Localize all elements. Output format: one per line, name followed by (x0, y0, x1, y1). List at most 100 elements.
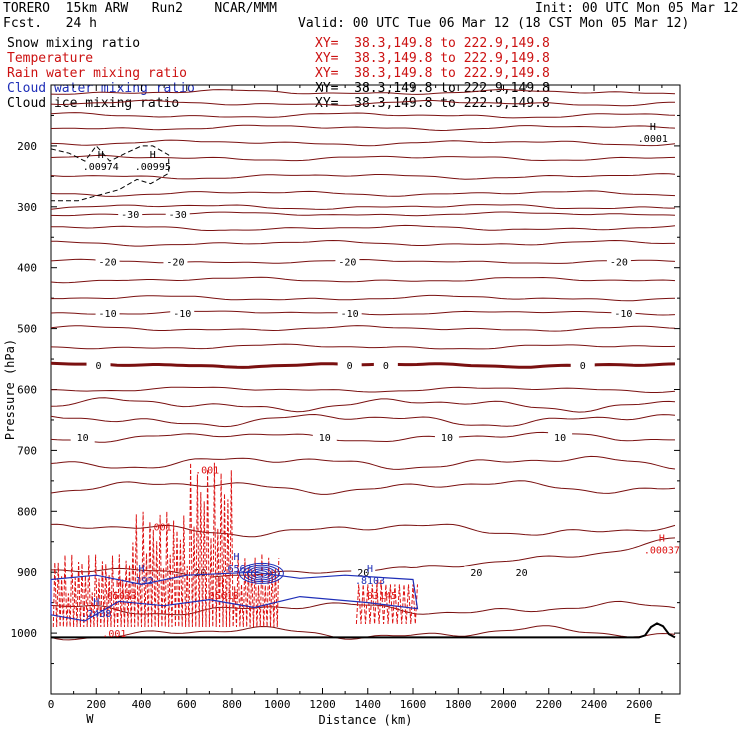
isotherm-line (50, 413, 676, 428)
rain-contour (52, 462, 280, 628)
isotherm-10 (50, 431, 675, 443)
cloud-water-max-ring (238, 562, 284, 584)
y-axis-label: Pressure (hPa) (3, 339, 17, 440)
x-tick-label: 600 (177, 698, 197, 711)
isotherm-line (50, 173, 676, 180)
isotherm-line (50, 99, 675, 107)
isotherm-label-bg (170, 306, 195, 319)
init-time: Init: 00 UTC Mon 05 Mar 12 (535, 1, 739, 16)
cloud-water-max-ring (254, 570, 268, 577)
max-marker-cloud_water: H (138, 564, 144, 575)
x-tick-label: 1400 (355, 698, 382, 711)
isotherm-label-bg (335, 255, 360, 268)
isotherm-label-bg (464, 566, 489, 579)
legend-xy-snow: XY= 38.3,149.8 to 222.9,149.8 (315, 36, 550, 51)
isotherm-label: -30 (121, 210, 139, 221)
isotherm-label: -20 (610, 258, 628, 269)
isotherm-label-bg (70, 431, 95, 444)
y-tick-label: 700 (17, 444, 37, 457)
isotherm-label: 10 (319, 433, 331, 444)
isotherm-label: 20 (357, 568, 369, 579)
max-value-rain: .001 (195, 465, 219, 476)
isotherm-label: 10 (441, 433, 453, 444)
isotherm-label: 0 (383, 361, 389, 372)
cloud-water-max-ring (242, 564, 280, 583)
isotherm-line (50, 112, 676, 119)
surface-line (51, 622, 676, 639)
isotherm-label: -10 (173, 309, 191, 320)
legend-xy-temperature: XY= 38.3,149.8 to 222.9,149.8 (315, 51, 550, 66)
max-marker-rain: H (659, 534, 665, 545)
max-value-rain: .05618 (203, 591, 239, 602)
isotherm-label-bg (95, 306, 120, 319)
rain-contour-east (355, 584, 418, 625)
max-value-rain: .001 (102, 629, 126, 640)
x-tick-label: 1000 (264, 698, 291, 711)
isotherm-label: -20 (99, 258, 117, 269)
y-tick-label: 800 (17, 505, 37, 518)
isotherm-label-bg (509, 566, 534, 579)
isotherm-line (50, 325, 676, 332)
isotherm-label-bg (86, 359, 111, 372)
y-tick-label: 600 (17, 384, 37, 397)
y-tick-label: 400 (17, 262, 37, 275)
isotherm-line (50, 154, 676, 162)
valid-time: Valid: 00 UTC Tue 06 Mar 12 (18 CST Mon … (298, 16, 690, 31)
isotherm-label-bg (351, 566, 376, 579)
isotherm-line (50, 455, 676, 470)
isotherm-line (50, 239, 675, 247)
isotherm-line (50, 190, 676, 197)
cloud-water-max-ring (246, 566, 276, 581)
y-tick-label: 900 (17, 566, 37, 579)
max-value-rain: .001 (148, 523, 172, 534)
max-value-cloud_ice: .0001 (638, 134, 668, 145)
legend-xy-rain: XY= 38.3,149.8 to 222.9,149.8 (315, 66, 550, 81)
isotherm-label: 10 (554, 433, 566, 444)
max-value-snow: .00995 (135, 162, 171, 173)
legend-label-snow: Snow mixing ratio (7, 36, 141, 51)
isotherm-label-bg (163, 255, 188, 268)
max-marker-rain: H (376, 579, 382, 590)
x-tick-label: 400 (132, 698, 152, 711)
x-tick-label: 1600 (400, 698, 427, 711)
model-title: TORERO 15km ARW Run2 NCAR/MMM (3, 1, 277, 16)
isotherm-label: 0 (347, 361, 353, 372)
isotherm-label-bg (95, 255, 120, 268)
isotherm-label-bg (373, 359, 398, 372)
isotherm-line (51, 224, 676, 231)
isotherm--30 (50, 211, 676, 217)
x-tick-label: 0 (48, 698, 55, 711)
x-tick-label: 1800 (445, 698, 472, 711)
x-tick-label: 2200 (536, 698, 563, 711)
x-tick-label: 2600 (626, 698, 653, 711)
isotherm-label: -20 (166, 258, 184, 269)
isotherm-line (50, 88, 676, 95)
y-tick-label: 1000 (11, 627, 38, 640)
isotherm-line (50, 480, 676, 495)
isotherm-label-bg (337, 359, 362, 372)
legend-label-rain: Rain water mixing ratio (7, 66, 188, 81)
isotherm-line (50, 523, 676, 538)
isotherm-label: -30 (169, 210, 187, 221)
x-axis-label: Distance (km) (319, 713, 413, 727)
isotherm-line (51, 386, 676, 393)
isotherm-label: 20 (470, 568, 482, 579)
isotherm-line (51, 294, 676, 302)
y-tick-label: 200 (17, 140, 37, 153)
isotherm-label-bg (570, 359, 595, 372)
isotherm-line (50, 343, 676, 350)
max-marker-cloud_water: H (93, 597, 99, 608)
max-marker-cloud_water: H (367, 564, 373, 575)
isotherm-label: -10 (341, 309, 359, 320)
max-value-rain: .03145 (361, 591, 397, 602)
max-marker-snow: H (150, 150, 156, 161)
x-tick-label: 800 (222, 698, 242, 711)
x-tick-label: 1200 (309, 698, 336, 711)
x-tick-label: 2000 (490, 698, 517, 711)
snow-contour (50, 145, 170, 202)
forecast-hour: Fcst. 24 h (3, 16, 97, 31)
isotherm-label-bg (165, 208, 190, 221)
isotherm-line (50, 397, 676, 413)
isotherm-label: 20 (516, 568, 528, 579)
